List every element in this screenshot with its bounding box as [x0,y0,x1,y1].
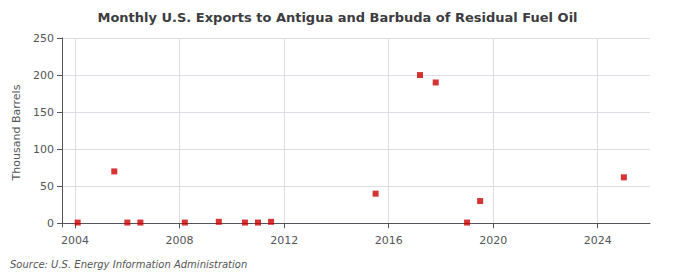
svg-text:Monthly U.S. Exports to Antigu: Monthly U.S. Exports to Antigua and Barb… [97,10,577,25]
svg-text:200: 200 [33,69,54,82]
svg-text:Source: U.S. Energy Informatio: Source: U.S. Energy Information Administ… [10,259,247,270]
svg-text:2008: 2008 [166,234,194,247]
svg-text:0: 0 [47,217,54,230]
svg-text:2004: 2004 [61,234,89,247]
svg-text:50: 50 [40,180,54,193]
svg-text:2016: 2016 [375,234,403,247]
svg-text:Thousand Barrels: Thousand Barrels [10,84,23,181]
svg-text:150: 150 [33,106,54,119]
svg-text:2020: 2020 [479,234,507,247]
svg-text:2012: 2012 [270,234,298,247]
svg-text:250: 250 [33,32,54,45]
svg-text:100: 100 [33,143,54,156]
svg-text:2024: 2024 [584,234,612,247]
